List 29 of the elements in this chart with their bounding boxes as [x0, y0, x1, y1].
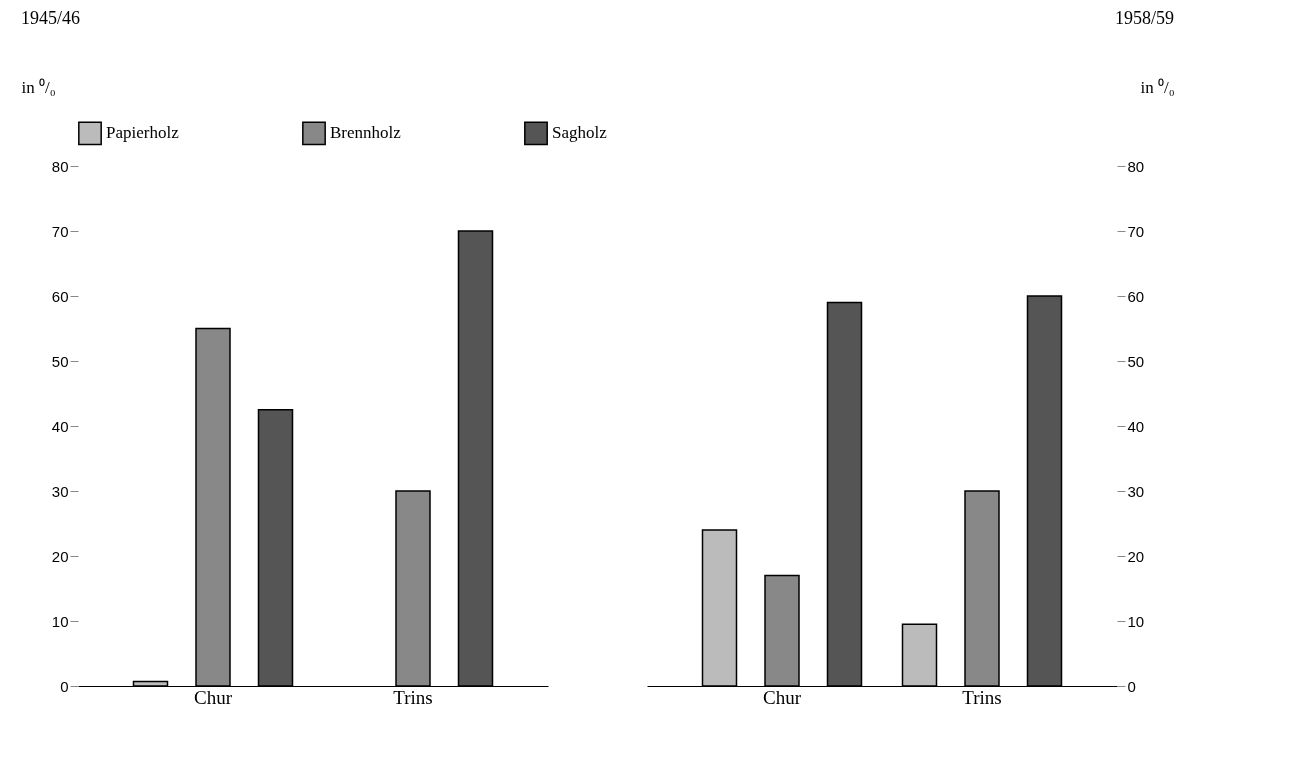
- chart-title: 1945/46: [20, 8, 80, 28]
- y-tick-label: 0: [60, 677, 69, 695]
- y2-tick-label: 10: [1127, 612, 1145, 630]
- y2-axis-title: in ⁰/₀: [1140, 77, 1175, 97]
- y-tick-label: 60: [51, 287, 69, 305]
- legend-label: Papierholz: [106, 123, 180, 143]
- y-tick-label: 20: [51, 547, 69, 565]
- x-tick-label: Chur: [194, 686, 233, 708]
- y-tick-label: 10: [51, 612, 69, 630]
- y2-tick-label: 30: [1127, 482, 1145, 500]
- x-tick-label: Chur: [763, 686, 802, 708]
- y2-tick-label: 80: [1127, 157, 1145, 175]
- y2-tick-label: 70: [1127, 222, 1145, 240]
- y2-tick-label: 20: [1127, 547, 1145, 565]
- legend-label: Brennholz: [330, 123, 402, 143]
- x-tick-label: Trins: [962, 686, 1002, 708]
- y-tick-label: 70: [51, 222, 69, 240]
- y2-tick-label: 0: [1127, 677, 1136, 695]
- y2-tick-label: 60: [1127, 287, 1145, 305]
- y-tick-label: 30: [51, 482, 69, 500]
- y-tick-label: 40: [51, 417, 69, 435]
- y2-tick-label: 50: [1127, 352, 1145, 370]
- y-tick-label: 80: [51, 157, 69, 175]
- y-axis-title: in ⁰/₀: [21, 77, 56, 97]
- y-tick-label: 50: [51, 352, 69, 370]
- legend-label: Sagholz: [552, 123, 608, 143]
- y2-tick-label: 40: [1127, 417, 1145, 435]
- chart-title: 1958/59: [1115, 8, 1175, 28]
- x-tick-label: Trins: [393, 686, 433, 708]
